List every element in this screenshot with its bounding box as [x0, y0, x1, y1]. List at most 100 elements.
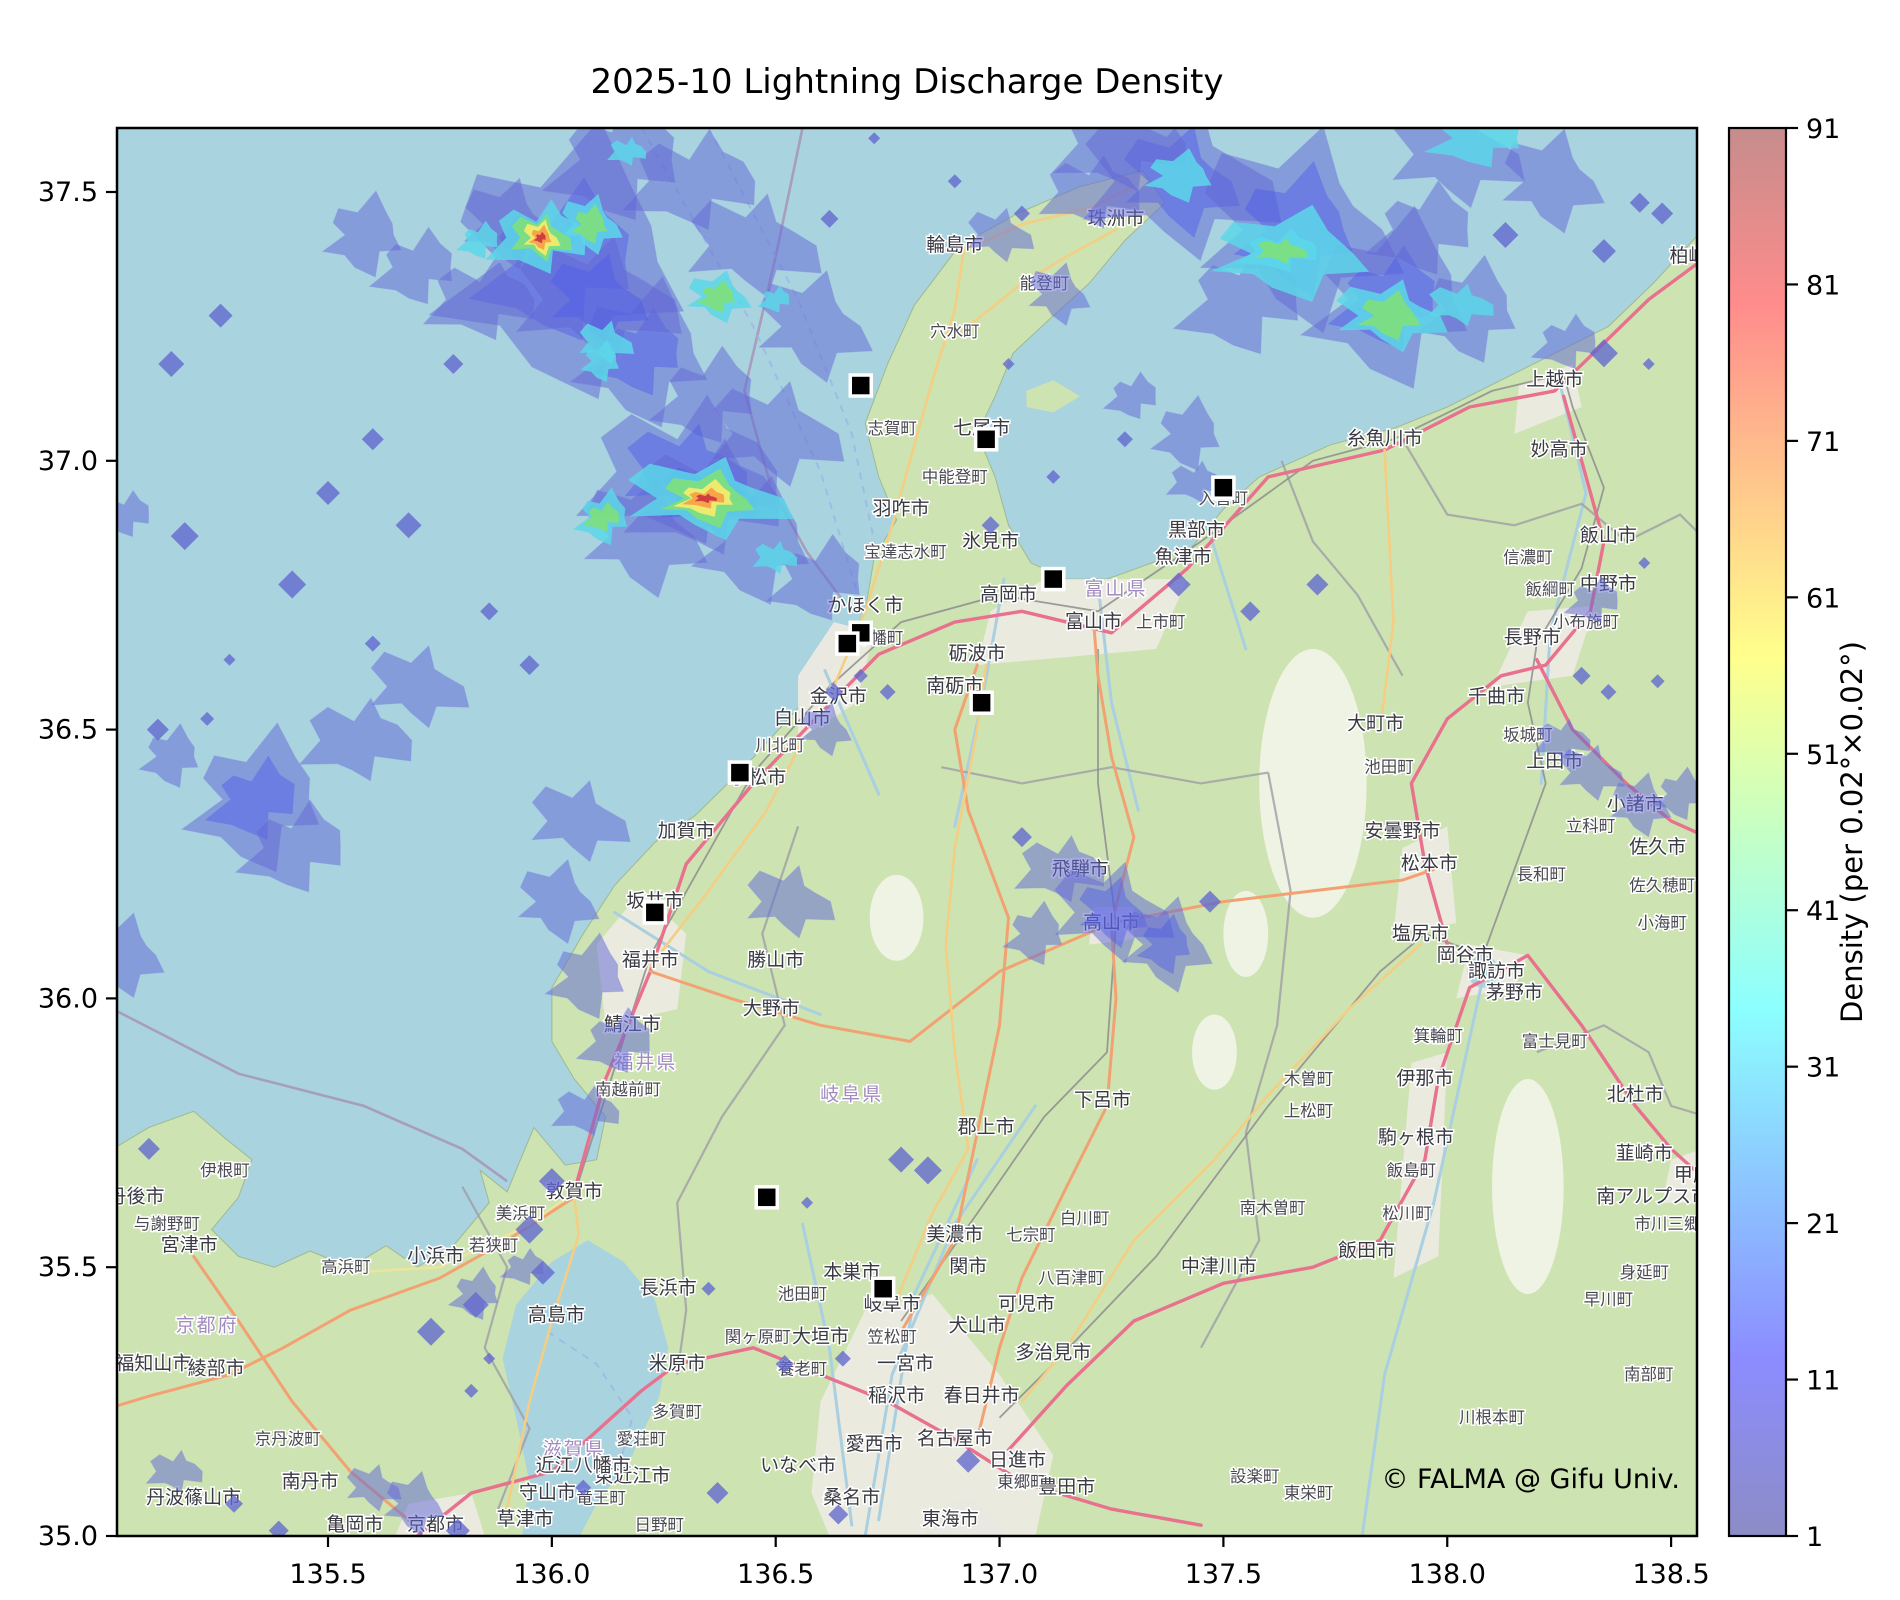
map-label: 宮津市: [161, 1234, 218, 1256]
map-label: 白川町: [1060, 1209, 1110, 1228]
map-label: 糸魚川市: [1347, 428, 1423, 450]
heat-cell-diamond: [981, 516, 1000, 535]
y-tick-label: 35.0: [38, 1521, 98, 1552]
station-marker: [1041, 566, 1066, 592]
station-marker: [754, 1185, 779, 1210]
road: [117, 1195, 576, 1408]
heat-cell-diamond: [146, 718, 169, 741]
map-label: 稲沢市: [868, 1385, 925, 1407]
heat-blob: [370, 644, 470, 729]
heat-cell-diamond: [208, 303, 233, 328]
map-label: 東郷町: [997, 1473, 1047, 1492]
heat-blob: [321, 190, 402, 278]
road: [899, 663, 1010, 1334]
road: [890, 663, 988, 1312]
map-label: 加賀市: [658, 820, 715, 842]
map-label: 川北町: [755, 736, 805, 755]
map-label: 南部町: [1624, 1365, 1674, 1384]
map-label: 長野市: [1504, 627, 1561, 649]
map-label: 池田町: [1364, 758, 1414, 777]
station-marker: [848, 373, 874, 398]
heat-cell-diamond: [1591, 239, 1616, 264]
map-label: 上市町: [1136, 612, 1186, 631]
map-label: 犬山市: [949, 1315, 1006, 1337]
map-label: 安曇野市: [1364, 820, 1440, 842]
heat-blob: [117, 912, 165, 999]
heat-blob: [550, 1085, 620, 1137]
heat-blob-core: [1079, 876, 1148, 949]
x-tick-label: 136.0: [513, 1559, 590, 1590]
chart-title: 2025-10 Lightning Discharge Density: [590, 62, 1223, 102]
heat-hotspot: [1427, 283, 1494, 327]
heat-cell-diamond: [395, 512, 422, 539]
map-label: 美濃市: [926, 1223, 983, 1245]
heat-cell-diamond: [483, 1352, 496, 1365]
map-label: 早川町: [1584, 1290, 1634, 1309]
heat-cell-diamond: [868, 132, 881, 145]
heat-cell-diamond: [464, 1383, 479, 1398]
colorbar-tick-label: 61: [1806, 583, 1840, 614]
prefecture-label: 京都府: [176, 1315, 239, 1337]
map-label: 高岡市: [980, 584, 1037, 606]
map-label: 郡上市: [958, 1116, 1015, 1138]
road: [975, 620, 1136, 1441]
mountain-area: [1192, 1014, 1237, 1090]
road: [648, 867, 1436, 1043]
admin-boundary: [1280, 460, 1404, 677]
heat-blob: [765, 533, 860, 621]
river: [1539, 378, 1588, 785]
lake-suwa: [1467, 955, 1499, 988]
map-label: 飯山市: [1580, 524, 1637, 546]
heat-hotspot: [1255, 238, 1307, 264]
heat-cell-diamond: [775, 1354, 794, 1373]
map-label: 豊田市: [1038, 1476, 1095, 1498]
copyright-note: © FALMA @ Gifu Univ.: [1381, 1464, 1680, 1495]
map-label: 設楽町: [1230, 1467, 1280, 1486]
map-label: 東栄町: [1284, 1483, 1334, 1502]
station-marker: [1211, 475, 1236, 500]
river: [1096, 582, 1140, 812]
map-label: 宝達志水町: [864, 543, 947, 562]
map-label: 長浜市: [640, 1277, 697, 1299]
prefecture-label: 富山県: [1084, 578, 1147, 600]
mountain-area: [1492, 1079, 1564, 1295]
heat-cell-diamond: [828, 1504, 849, 1525]
map-label: 塩尻市: [1392, 922, 1449, 944]
heat-cell-diamond: [268, 1520, 289, 1536]
heat-cell-diamond: [480, 602, 499, 621]
map-label: 岡谷市: [1437, 944, 1494, 966]
heat-cell-diamond: [515, 1215, 544, 1244]
map-label: 丹波篠山市: [146, 1487, 241, 1509]
map-label: 羽咋市: [873, 498, 930, 520]
map-label: 小布施町: [1553, 612, 1619, 631]
heat-cell-diamond: [824, 682, 843, 701]
heat-blob: [1559, 744, 1626, 802]
map-label: 上松町: [1284, 1102, 1334, 1121]
map-label: 韮崎市: [1616, 1143, 1673, 1165]
colorbar-gradient-bar: [1729, 128, 1786, 1536]
heat-cell-diamond: [223, 653, 236, 666]
heat-blob: [1501, 128, 1606, 234]
river: [801, 1222, 854, 1527]
railway: [1536, 374, 1605, 645]
station-marker: [973, 427, 999, 452]
map-label: 南越前町: [595, 1080, 661, 1099]
heat-blob-core: [204, 755, 295, 840]
river: [877, 1158, 979, 1522]
mountain-area: [869, 874, 924, 961]
heat-blob: [687, 193, 822, 299]
heat-cell-diamond: [913, 1156, 942, 1185]
map-label: 草津市: [496, 1508, 553, 1530]
station-marker: [870, 1276, 896, 1301]
map-label: 駒ヶ根市: [1378, 1127, 1454, 1149]
heat-blob: [1563, 575, 1618, 624]
heat-cell-diamond: [820, 209, 839, 228]
heat-cell-diamond: [519, 655, 540, 676]
heat-blob: [1609, 771, 1672, 838]
map-label: 市川三郷町: [1634, 1215, 1717, 1234]
colorbar-tick-label: 91: [1806, 114, 1840, 145]
map-label: 桑名市: [823, 1487, 880, 1509]
noto-island: [1026, 380, 1081, 413]
map-label: 日進市: [989, 1449, 1046, 1471]
map-label: 中津川市: [1181, 1256, 1257, 1278]
